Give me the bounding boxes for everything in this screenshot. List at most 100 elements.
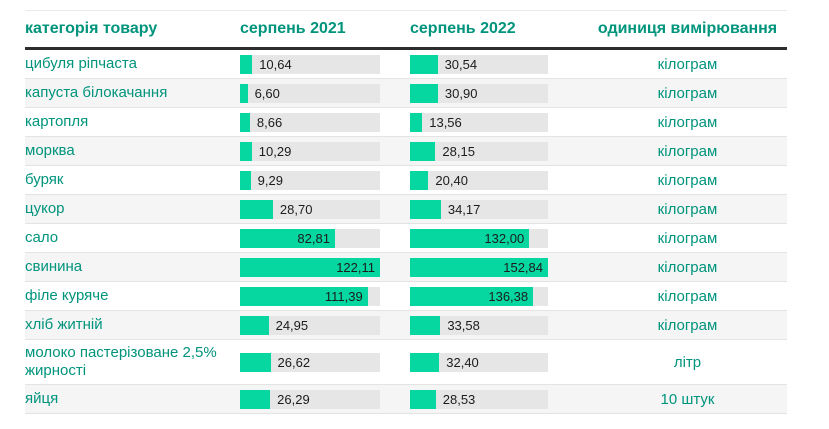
- value-bar: [240, 112, 250, 132]
- value-bar: [410, 352, 440, 372]
- value-bar: [410, 112, 423, 132]
- bar-track: 33,58: [410, 315, 548, 335]
- category-cell: цукор: [25, 200, 65, 217]
- bar-track: 13,56: [410, 112, 548, 132]
- value-bar: [240, 315, 269, 335]
- bar-cell-aug-2022: 28,53: [410, 389, 588, 409]
- bar-cell-aug-2021: 82,81: [240, 228, 410, 248]
- bar-value-label: 152,84: [503, 259, 543, 275]
- category-cell: буряк: [25, 171, 64, 188]
- bar-track: 111,39: [240, 286, 380, 306]
- value-bar: [240, 389, 271, 409]
- bar-value-label: 28,15: [442, 143, 475, 159]
- unit-cell: кілограм: [657, 316, 718, 334]
- category-cell: капуста білокачання: [25, 84, 168, 101]
- value-bar: [410, 83, 438, 103]
- column-header-aug-2022: серпень 2022: [410, 20, 516, 37]
- table-row: свинина 122,11 152,84 кілограм: [25, 253, 787, 282]
- value-bar: [240, 352, 271, 372]
- value-bar: 122,11: [240, 257, 380, 277]
- bar-track: 136,38: [410, 286, 548, 306]
- value-bar: [240, 199, 273, 219]
- column-header-unit: одиниця вимірювання: [597, 20, 778, 37]
- value-bar: 132,00: [410, 228, 530, 248]
- bar-track: 122,11: [240, 257, 380, 277]
- bar-value-label: 20,40: [435, 172, 468, 188]
- table-row: філе куряче 111,39 136,38 кілограм: [25, 282, 787, 311]
- unit-cell: 10 штук: [660, 390, 715, 408]
- bar-value-label: 32,40: [446, 354, 479, 370]
- bar-cell-aug-2022: 30,90: [410, 83, 588, 103]
- value-bar: [410, 170, 429, 190]
- bar-cell-aug-2021: 26,29: [240, 389, 410, 409]
- value-bar: [240, 83, 248, 103]
- unit-cell: кілограм: [657, 171, 718, 189]
- bar-value-label: 10,64: [259, 56, 292, 72]
- bar-cell-aug-2022: 33,58: [410, 315, 588, 335]
- bar-cell-aug-2022: 132,00: [410, 228, 588, 248]
- value-bar: [410, 54, 438, 74]
- bar-track: 132,00: [410, 228, 548, 248]
- bar-track: 28,70: [240, 199, 380, 219]
- bar-cell-aug-2022: 13,56: [410, 112, 588, 132]
- bar-track: 34,17: [410, 199, 548, 219]
- column-header-aug-2021: серпень 2021: [240, 20, 346, 37]
- bar-track: 82,81: [240, 228, 380, 248]
- bar-value-label: 8,66: [256, 114, 283, 130]
- table-header-row: категорія товару серпень 2021 серпень 20…: [25, 11, 787, 50]
- category-cell: молоко пастерізоване 2,5% жирності: [25, 344, 217, 379]
- bar-value-label: 122,11: [336, 259, 375, 275]
- bar-track: 30,54: [410, 54, 548, 74]
- bar-track: 32,40: [410, 352, 548, 372]
- bar-track: 20,40: [410, 170, 548, 190]
- bar-cell-aug-2021: 28,70: [240, 199, 410, 219]
- value-bar: [240, 170, 251, 190]
- unit-cell: кілограм: [657, 113, 718, 131]
- bar-track: 8,66: [240, 112, 380, 132]
- bar-value-label: 13,56: [429, 114, 462, 130]
- bar-track: 28,53: [410, 389, 548, 409]
- value-bar: [410, 315, 441, 335]
- bar-cell-aug-2021: 10,64: [240, 54, 410, 74]
- bar-track: 6,60: [240, 83, 380, 103]
- bar-track: 9,29: [240, 170, 380, 190]
- bar-value-label: 33,58: [447, 317, 480, 333]
- bar-value-label: 30,54: [444, 56, 478, 72]
- category-cell: яйця: [25, 390, 59, 407]
- table-body: цибуля ріпчаста 10,64 30,54 кілограм капуста…: [25, 50, 787, 414]
- bar-cell-aug-2022: 34,17: [410, 199, 588, 219]
- bar-cell-aug-2022: 28,15: [410, 141, 588, 161]
- category-cell: цибуля ріпчаста: [25, 55, 137, 72]
- bar-cell-aug-2021: 8,66: [240, 112, 410, 132]
- table-row: молоко пастерізоване 2,5% жирності 26,62 3…: [25, 340, 787, 385]
- bar-cell-aug-2022: 152,84: [410, 257, 588, 277]
- bar-cell-aug-2021: 26,62: [240, 352, 410, 372]
- bar-cell-aug-2021: 6,60: [240, 83, 410, 103]
- bar-track: 30,90: [410, 83, 548, 103]
- bar-cell-aug-2021: 122,11: [240, 257, 410, 277]
- value-bar: [240, 141, 252, 161]
- unit-cell: кілограм: [657, 55, 718, 73]
- bar-value-label: 111,39: [324, 288, 363, 304]
- bar-cell-aug-2021: 111,39: [240, 286, 410, 306]
- table-row: цибуля ріпчаста 10,64 30,54 кілограм: [25, 50, 787, 79]
- bar-value-label: 28,53: [442, 391, 476, 407]
- bar-value-label: 34,17: [447, 201, 481, 217]
- category-cell: картопля: [25, 113, 89, 130]
- bar-cell-aug-2022: 20,40: [410, 170, 588, 190]
- bar-track: 26,29: [240, 389, 380, 409]
- bar-cell-aug-2022: 30,54: [410, 54, 588, 74]
- unit-cell: кілограм: [657, 287, 718, 305]
- bar-cell-aug-2021: 10,29: [240, 141, 410, 161]
- unit-cell: кілограм: [657, 229, 718, 247]
- table-row: буряк 9,29 20,40 кілограм: [25, 166, 787, 195]
- category-cell: свинина: [25, 258, 83, 275]
- bar-track: 152,84: [410, 257, 548, 277]
- unit-cell: кілограм: [657, 84, 718, 102]
- category-cell: хліб житній: [25, 316, 103, 333]
- bar-value-label: 136,38: [488, 288, 529, 304]
- column-header-category: категорія товару: [25, 20, 158, 37]
- value-bar: [240, 54, 253, 74]
- bar-track: 24,95: [240, 315, 380, 335]
- value-bar: [410, 141, 436, 161]
